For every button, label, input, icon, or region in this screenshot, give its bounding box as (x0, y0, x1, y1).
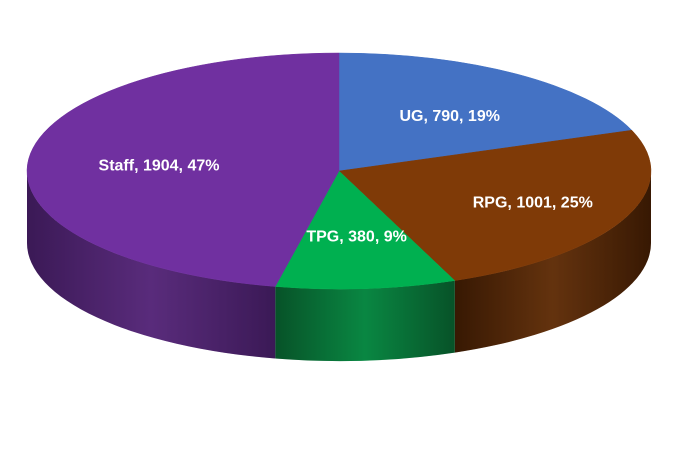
pie-slice-rpg (338, 129, 652, 281)
pie-side-staff (27, 171, 276, 359)
slice-label-tpg: TPG, 380, 9% (306, 229, 407, 246)
slice-label-staff: Staff, 1904, 47% (99, 158, 220, 175)
pie-tops (26, 52, 652, 290)
slice-label-rpg: RPG, 1001, 25% (473, 195, 593, 212)
pie-side-tpg (275, 280, 455, 361)
pie-slice-ug (338, 52, 633, 172)
pie-side-shade-rpg (454, 171, 651, 353)
pie-slice-staff (26, 52, 340, 287)
pie-slice-tpg (274, 170, 456, 290)
pie-side-rpg (454, 171, 651, 353)
pie-sides (27, 171, 651, 361)
pie-side-shade-tpg (275, 280, 455, 361)
pie-labels: UG, 790, 19% RPG, 1001, 25% TPG, 380, 9% St… (99, 108, 593, 246)
slice-label-ug: UG, 790, 19% (399, 108, 500, 125)
pie-side-shade-staff (27, 171, 276, 359)
